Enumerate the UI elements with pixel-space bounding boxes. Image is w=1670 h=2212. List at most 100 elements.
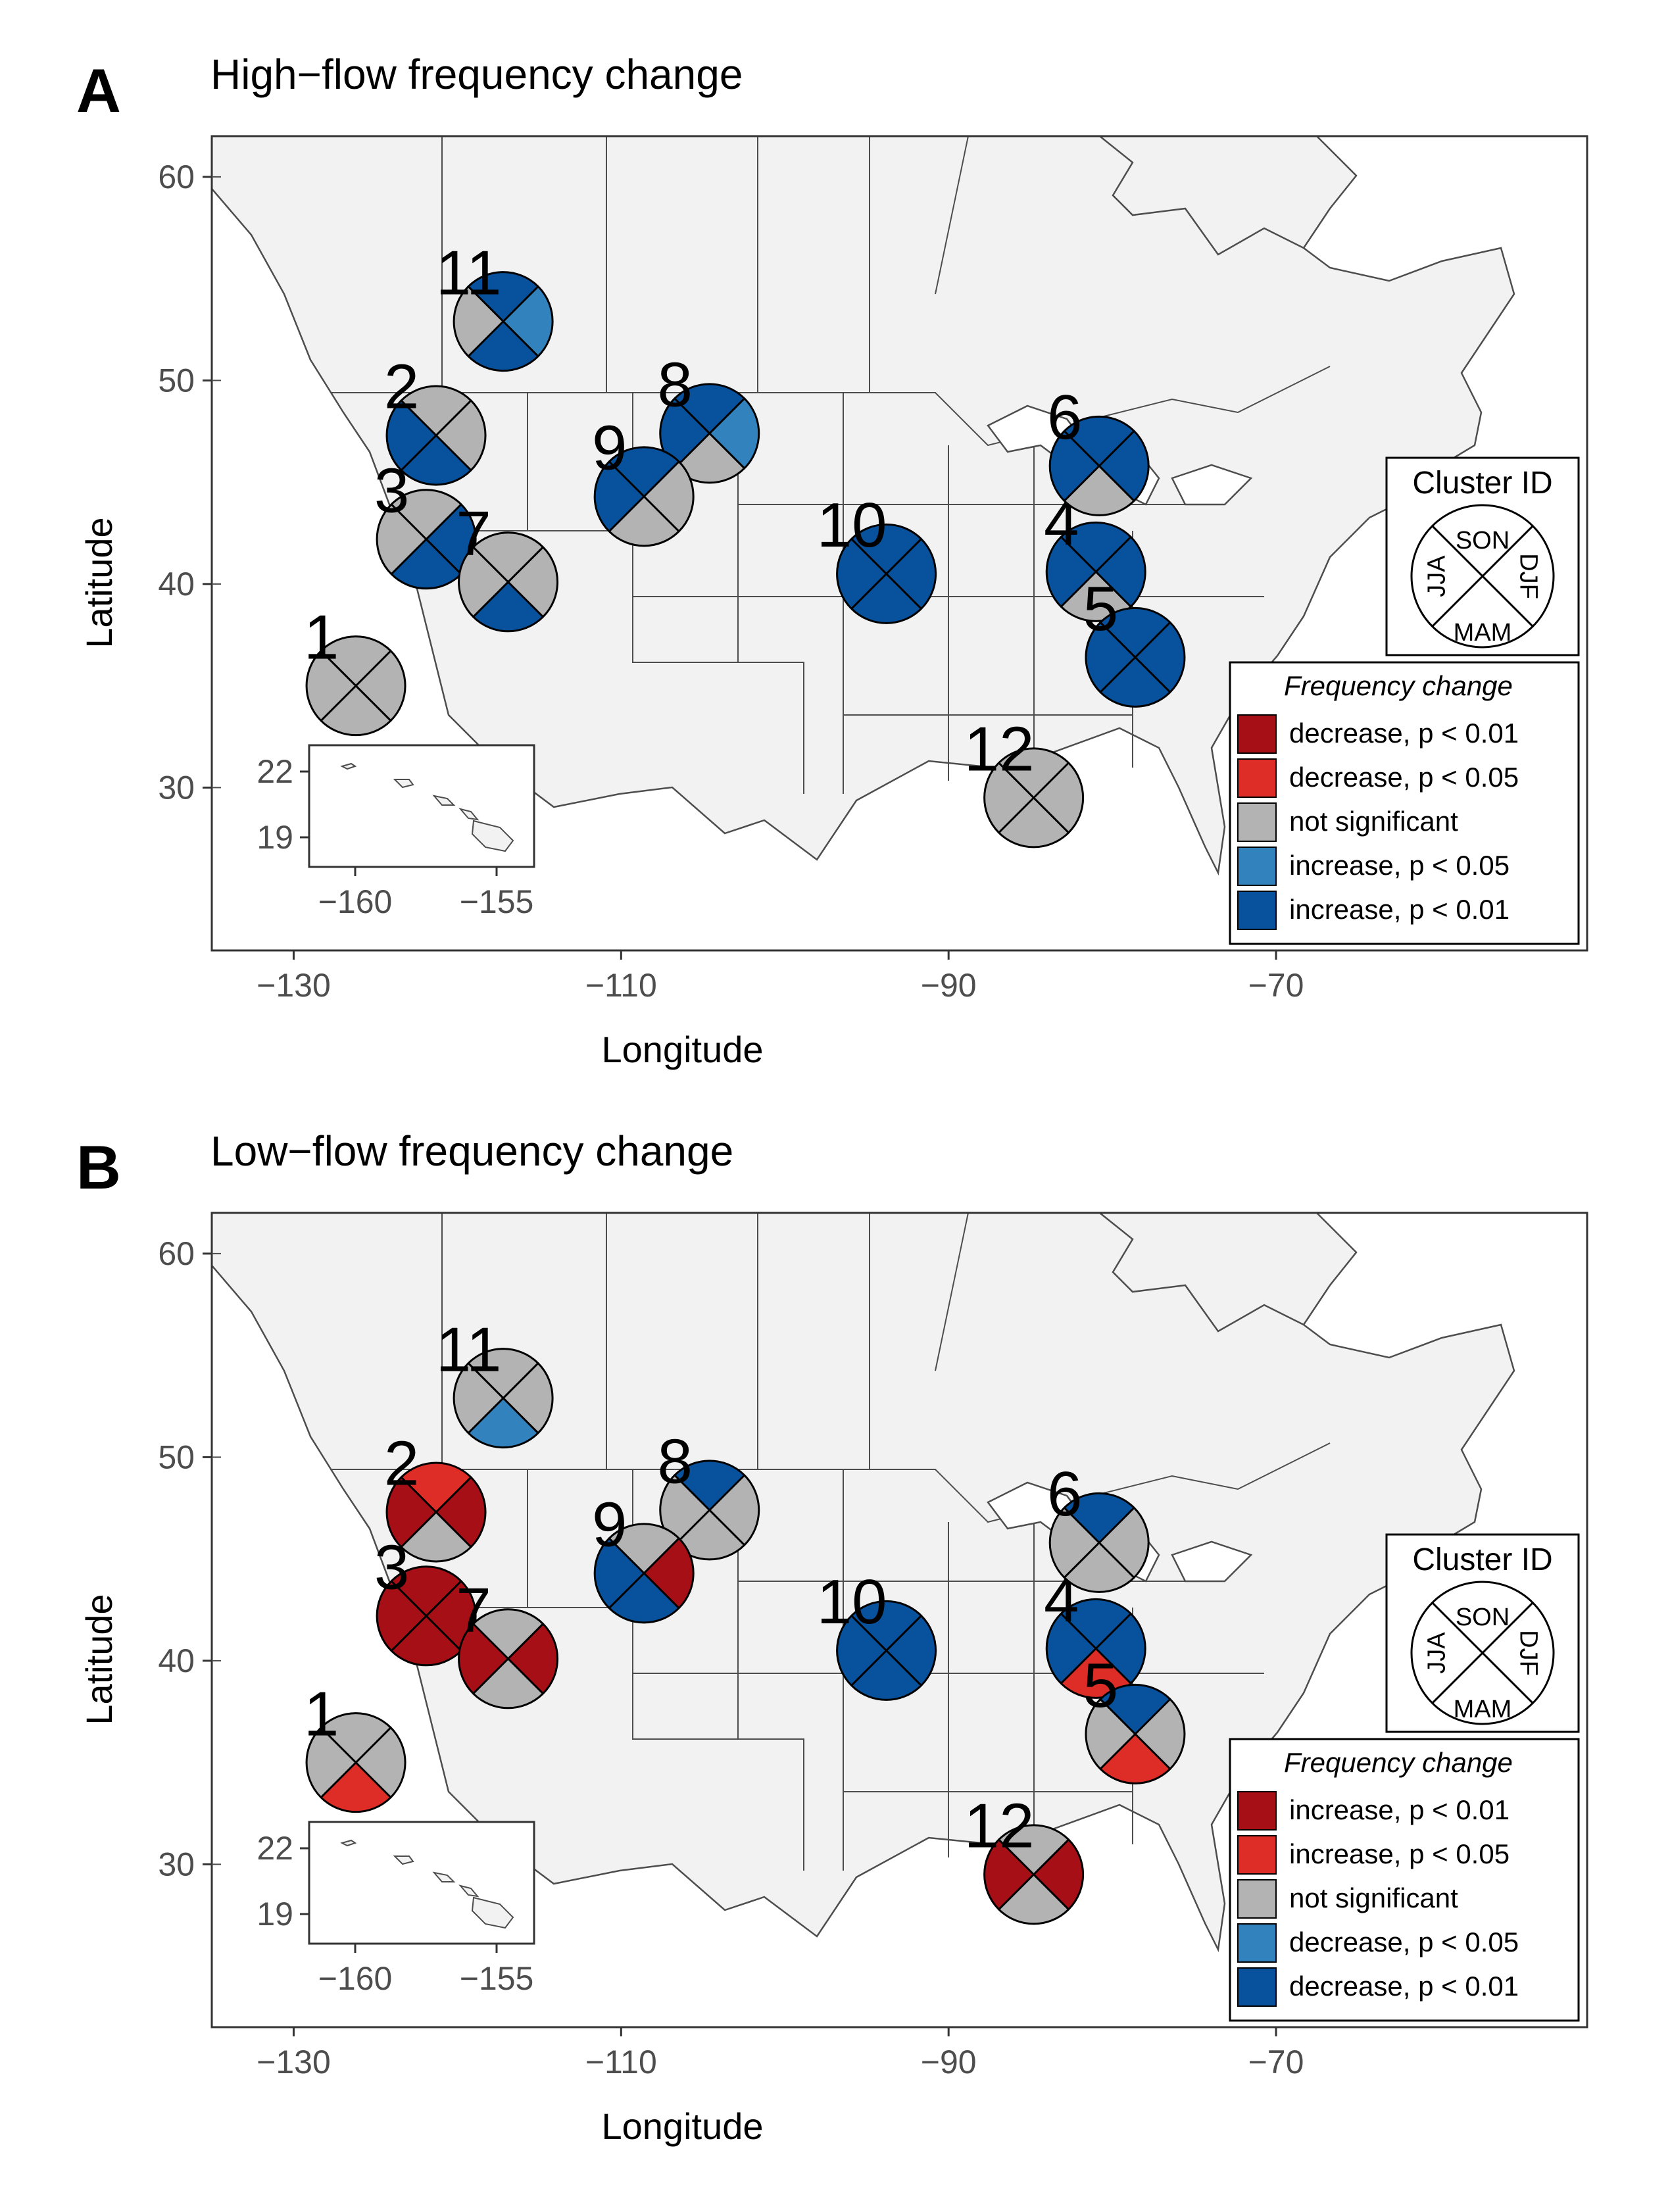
cluster-outline bbox=[305, 635, 406, 737]
legend-label: increase, p < 0.05 bbox=[1289, 1838, 1510, 1869]
cluster-11: 11 bbox=[436, 1314, 554, 1449]
cluster-divider bbox=[1064, 1507, 1135, 1579]
y-tick-label: 50 bbox=[158, 1438, 195, 1475]
cluster-label: 6 bbox=[1047, 382, 1082, 453]
cluster-10-jja-wedge bbox=[837, 1615, 887, 1686]
cluster-outline bbox=[376, 1565, 477, 1667]
axes: −130 −110 −90 −70 Longitude 60 50 40 30 Latitude −… bbox=[78, 159, 1304, 1070]
cluster-outline bbox=[1085, 606, 1186, 708]
x-axis-label: Longitude bbox=[601, 2105, 763, 2147]
frequency-legend: Frequency change decrease, p < 0.01 decrea… bbox=[1229, 661, 1580, 945]
cluster-divider bbox=[391, 1580, 462, 1652]
cluster-8-djf-wedge bbox=[709, 1475, 759, 1545]
cluster-5-son-wedge bbox=[1100, 1684, 1170, 1734]
cluster-divider bbox=[472, 1623, 544, 1694]
cluster-9-jja-wedge bbox=[595, 461, 645, 531]
cluster-11-djf-wedge bbox=[503, 1363, 553, 1433]
hawaii-islands bbox=[340, 1839, 514, 1929]
cluster-4-djf-wedge bbox=[1096, 537, 1146, 607]
legend-label: increase, p < 0.01 bbox=[1289, 894, 1510, 925]
cluster-8: 8 bbox=[658, 1427, 760, 1561]
cluster-12-jja-wedge bbox=[984, 1839, 1034, 1909]
x-tick-label: −70 bbox=[1248, 2044, 1304, 2080]
cluster-12-djf-wedge bbox=[1033, 762, 1083, 833]
cluster-label: 8 bbox=[658, 1427, 693, 1497]
cluster-divider bbox=[400, 1476, 472, 1548]
cluster-9-mam-wedge bbox=[609, 1573, 679, 1623]
cluster-label: 11 bbox=[436, 1314, 502, 1385]
cluster-divider bbox=[320, 1727, 392, 1798]
cluster-4-jja-wedge bbox=[1046, 1613, 1096, 1684]
cluster-label: 1 bbox=[304, 602, 339, 672]
cluster-8-jja-wedge bbox=[660, 1475, 710, 1545]
cluster-1-son-wedge bbox=[321, 636, 391, 686]
y-tick-label: 30 bbox=[158, 769, 195, 806]
cluster-1: 1 bbox=[304, 1679, 406, 1813]
cluster-9-mam-wedge bbox=[609, 496, 679, 546]
cluster-label: 10 bbox=[817, 490, 887, 560]
cluster-8-son-wedge bbox=[674, 383, 745, 433]
panel-b: B Low−flow frequency change bbox=[76, 1127, 1588, 2147]
cluster-7-jja-wedge bbox=[458, 1623, 508, 1694]
cluster-6-djf-wedge bbox=[1099, 431, 1149, 501]
cluster-3-son-wedge bbox=[391, 1566, 462, 1616]
cluster-10-jja-wedge bbox=[837, 539, 887, 609]
canada-land bbox=[1098, 1213, 1358, 1333]
x-tick-label: −110 bbox=[585, 967, 657, 1004]
cluster-5-jja-wedge bbox=[1085, 1699, 1135, 1769]
cluster-6-jja-wedge bbox=[1050, 431, 1100, 501]
cluster-divider bbox=[674, 397, 745, 469]
cluster-label: 7 bbox=[456, 1575, 491, 1646]
legend-swatch bbox=[1237, 1967, 1277, 2007]
cluster-8-son-wedge bbox=[674, 1460, 745, 1510]
cluster-outline bbox=[659, 1460, 760, 1561]
cluster-divider bbox=[1099, 622, 1171, 693]
cluster-1-jja-wedge bbox=[307, 1727, 356, 1798]
legend-label: increase, p < 0.01 bbox=[1289, 1794, 1510, 1825]
cluster-label: 12 bbox=[964, 1791, 1035, 1861]
cluster-8-mam-wedge bbox=[674, 1510, 745, 1560]
x-tick-label: −130 bbox=[257, 967, 331, 1004]
cluster-key-son: SON bbox=[1456, 1604, 1510, 1631]
inset-x-tick-label: −160 bbox=[318, 883, 393, 920]
cluster-5: 5 bbox=[1083, 574, 1186, 708]
cluster-9-jja-wedge bbox=[595, 1538, 645, 1608]
legend-swatch bbox=[1237, 1923, 1277, 1963]
cluster-3-mam-wedge bbox=[391, 539, 462, 589]
cluster-key-jja: JJA bbox=[1423, 1632, 1451, 1674]
cluster-1-jja-wedge bbox=[307, 651, 356, 721]
cluster-3: 3 bbox=[374, 1533, 477, 1667]
cluster-12-son-wedge bbox=[998, 748, 1069, 798]
cluster-outline bbox=[659, 383, 760, 484]
cluster-key-djf: DJF bbox=[1514, 553, 1542, 599]
cluster-2: 2 bbox=[384, 352, 487, 486]
cluster-outline bbox=[983, 747, 1085, 848]
cluster-11-mam-wedge bbox=[468, 321, 539, 371]
inset-y-tick-label: 22 bbox=[257, 753, 293, 790]
legend-swatch bbox=[1237, 1879, 1277, 1919]
cluster-2-djf-wedge bbox=[436, 400, 486, 470]
cluster-outline bbox=[593, 1523, 695, 1624]
cluster-8-djf-wedge bbox=[709, 398, 759, 468]
inset-y-tick-label: 22 bbox=[257, 1830, 293, 1867]
cluster-key-mam: MAM bbox=[1454, 619, 1512, 647]
cluster-divider bbox=[998, 762, 1069, 833]
cluster-4-mam-wedge bbox=[1061, 1648, 1131, 1698]
cluster-5-jja-wedge bbox=[1085, 622, 1135, 693]
y-tick-label: 60 bbox=[158, 159, 195, 195]
legend-swatch bbox=[1237, 1791, 1277, 1831]
legend-label: decrease, p < 0.05 bbox=[1289, 762, 1519, 793]
cluster-7: 7 bbox=[456, 499, 559, 633]
cluster-11-djf-wedge bbox=[503, 286, 553, 356]
cluster-label: 6 bbox=[1047, 1459, 1082, 1529]
cluster-2-jja-wedge bbox=[387, 1477, 437, 1547]
cluster-5-mam-wedge bbox=[1100, 657, 1170, 707]
cluster-6-son-wedge bbox=[1064, 1493, 1135, 1543]
cluster-2-djf-wedge bbox=[436, 1477, 486, 1547]
cluster-11-son-wedge bbox=[468, 272, 539, 322]
cluster-8-mam-wedge bbox=[674, 433, 745, 483]
cluster-11-jja-wedge bbox=[454, 286, 504, 356]
